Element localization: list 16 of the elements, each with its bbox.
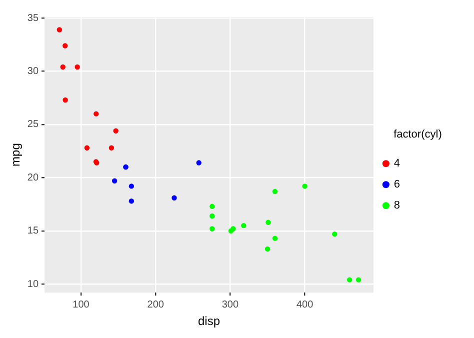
y-tick-label: 15 (27, 226, 39, 237)
legend-label: 6 (394, 178, 452, 191)
y-tick-label: 25 (27, 119, 39, 130)
x-axis-title: disp (198, 314, 220, 328)
y-tick-label: 30 (27, 66, 39, 78)
y-axis-title: mpg (8, 143, 23, 166)
x-tick-label: 200 (147, 299, 164, 310)
legend-label: 4 (394, 158, 452, 170)
y-tick-label: 20 (27, 172, 39, 184)
x-tick-label: 300 (222, 299, 239, 310)
legend-label: 8 (394, 200, 452, 212)
y-tick-label: 35 (27, 12, 39, 24)
x-tick-label: 100 (72, 299, 90, 310)
legend-title: factor(cyl) (394, 128, 442, 140)
x-tick-label: 400 (296, 299, 314, 310)
y-tick-label: 10 (27, 278, 39, 290)
